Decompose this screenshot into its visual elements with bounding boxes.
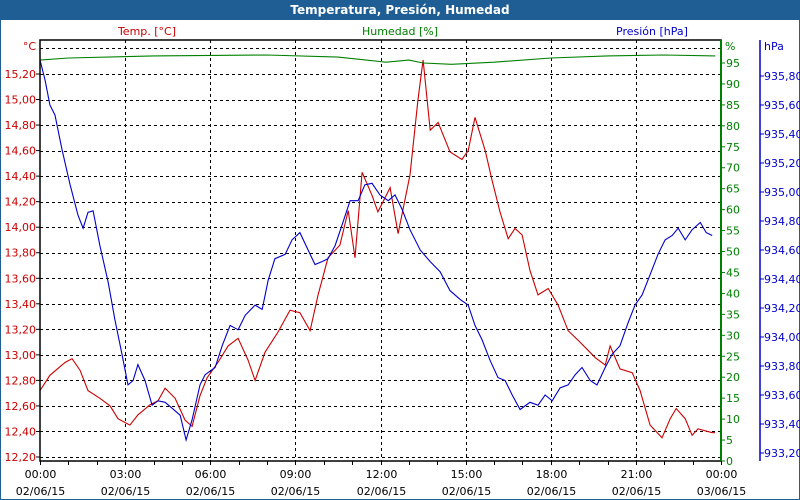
series-lines xyxy=(39,54,716,443)
x-tick-date-label: 02/06/15 xyxy=(357,485,406,498)
x-tick-date-label: 02/06/15 xyxy=(442,485,491,498)
temp-tick-label: 14,20 xyxy=(5,196,37,209)
pressure-tick-label: 935,00 xyxy=(764,186,800,199)
temp-tick-label: 15,00 xyxy=(5,94,37,107)
humidity-tick-label: 70 xyxy=(726,162,740,175)
humidity-tick-label: 85 xyxy=(726,99,740,112)
pressure-tick-label: 933,20 xyxy=(764,447,800,460)
pressure-tick-label: 933,80 xyxy=(764,360,800,373)
pressure-series-label: Presión [hPa] xyxy=(616,25,688,38)
temp-tick-label: 12,60 xyxy=(5,400,37,413)
x-tick-time-label: 18:00 xyxy=(536,468,568,481)
x-tick-time-label: 09:00 xyxy=(280,468,312,481)
pressure-tick-label: 933,40 xyxy=(764,418,800,431)
humidity-tick-label: 80 xyxy=(726,120,740,133)
humidity-tick-label: 90 xyxy=(726,78,740,91)
pressure-tick-label: 935,60 xyxy=(764,99,800,112)
x-tick-time-label: 12:00 xyxy=(366,468,398,481)
x-tick-date-label: 02/06/15 xyxy=(101,485,150,498)
x-tick-date-label: 02/06/15 xyxy=(612,485,661,498)
temp-tick-label: 13,00 xyxy=(5,349,37,362)
x-tick-date-label: 03/06/15 xyxy=(697,485,746,498)
axes: 12,20 12,40 12,60 12,80 13,00 13,20 13,40 13,60… xyxy=(5,57,800,498)
humidity-tick-label: 60 xyxy=(726,204,740,217)
temp-unit-label: °C xyxy=(23,40,37,53)
temp-series-label: Temp. [°C] xyxy=(117,25,176,38)
temp-tick-label: 14,40 xyxy=(5,170,37,183)
temp-tick-label: 12,80 xyxy=(5,374,37,387)
pressure-tick-label: 935,40 xyxy=(764,128,800,141)
window-title: Temperatura, Presión, Humedad xyxy=(0,0,800,20)
x-tick-time-label: 03:00 xyxy=(110,468,142,481)
x-tick-date-label: 02/06/15 xyxy=(271,485,320,498)
x-tick-time-label: 21:00 xyxy=(621,468,653,481)
temp-tick-label: 15,20 xyxy=(5,68,37,81)
pressure-tick-label: 934,60 xyxy=(764,244,800,257)
humidity-tick-label: 35 xyxy=(726,308,740,321)
humidity-tick-label: 40 xyxy=(726,287,740,300)
plot-frame xyxy=(39,39,722,462)
temp-tick-label: 12,40 xyxy=(5,425,37,438)
x-tick-time-label: 06:00 xyxy=(195,468,227,481)
temp-tick-label: 13,20 xyxy=(5,323,37,336)
humidity-tick-label: 75 xyxy=(726,141,740,154)
humidity-tick-label: 20 xyxy=(726,371,740,384)
temp-tick-label: 13,40 xyxy=(5,298,37,311)
humidity-tick-label: 10 xyxy=(726,413,740,426)
humidity-tick-label: 30 xyxy=(726,329,740,342)
pressure-tick-label: 934,00 xyxy=(764,331,800,344)
humidity-tick-label: 55 xyxy=(726,225,740,238)
humidity-tick-label: 25 xyxy=(726,350,740,363)
humidity-series-label: Humedad [%] xyxy=(362,25,438,38)
humidity-tick-label: 50 xyxy=(726,246,740,259)
x-tick-date-label: 02/06/15 xyxy=(186,485,235,498)
pressure-series-line xyxy=(39,59,713,443)
x-tick-date-label: 02/06/15 xyxy=(527,485,576,498)
humidity-tick-label: 5 xyxy=(726,434,733,447)
temp-tick-label: 14,60 xyxy=(5,145,37,158)
temp-tick-label: 14,80 xyxy=(5,119,37,132)
pressure-tick-label: 934,80 xyxy=(764,215,800,228)
pressure-tick-label: 933,60 xyxy=(764,389,800,402)
pressure-tick-label: 934,20 xyxy=(764,302,800,315)
pressure-tick-label: 935,20 xyxy=(764,157,800,170)
temp-tick-label: 13,80 xyxy=(5,247,37,260)
humidity-tick-label: 45 xyxy=(726,266,740,279)
pressure-tick-label: 934,40 xyxy=(764,273,800,286)
humidity-unit-label: % xyxy=(725,40,735,53)
humidity-tick-label: 15 xyxy=(726,392,740,405)
x-tick-time-label: 15:00 xyxy=(451,468,483,481)
x-tick-date-label: 02/06/15 xyxy=(16,485,65,498)
grid xyxy=(40,40,721,461)
pressure-unit-label: hPa xyxy=(764,40,784,53)
humidity-tick-label: 65 xyxy=(726,183,740,196)
x-tick-time-label: 00:00 xyxy=(706,468,738,481)
temp-tick-label: 14,00 xyxy=(5,221,37,234)
temp-series-line xyxy=(39,59,715,439)
humidity-tick-label: 0 xyxy=(726,455,733,468)
humidity-tick-label: 95 xyxy=(726,57,740,70)
humidity-series-line xyxy=(39,54,716,65)
x-tick-time-label: 00:00 xyxy=(25,468,57,481)
pressure-tick-label: 935,80 xyxy=(764,70,800,83)
temp-tick-label: 12,20 xyxy=(5,451,37,464)
temp-tick-label: 13,60 xyxy=(5,272,37,285)
